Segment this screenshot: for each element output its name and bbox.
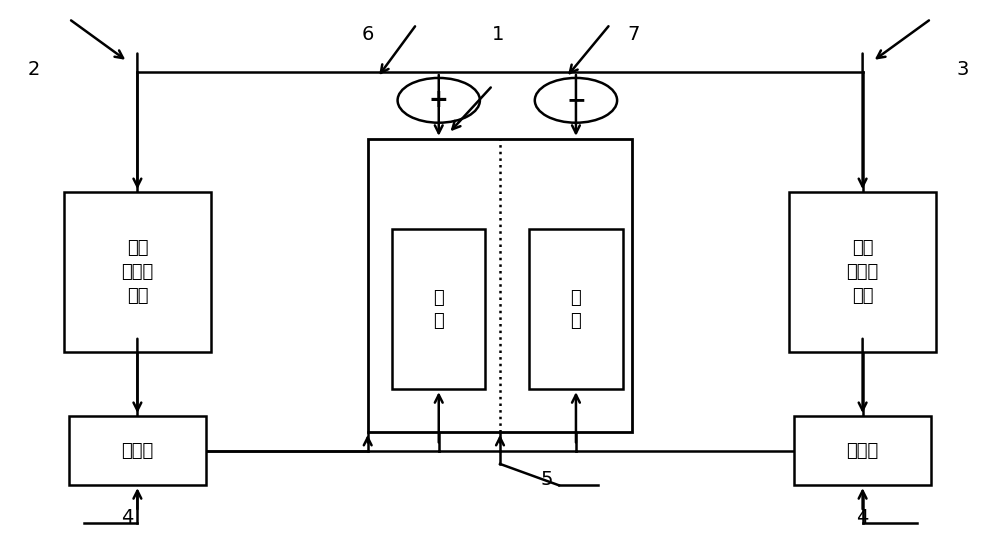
Text: 5: 5 [541, 471, 553, 490]
Text: 负
极: 负 极 [571, 288, 581, 330]
Text: 正极
电解液
储罐: 正极 电解液 储罐 [121, 239, 154, 305]
Text: 循环泵: 循环泵 [121, 442, 154, 460]
Text: 2: 2 [27, 60, 40, 79]
Text: 7: 7 [627, 25, 639, 44]
FancyBboxPatch shape [368, 139, 632, 432]
Text: 4: 4 [121, 508, 134, 527]
Text: 4: 4 [856, 508, 869, 527]
FancyBboxPatch shape [392, 230, 485, 390]
Text: 循环泵: 循环泵 [846, 442, 879, 460]
Text: 1: 1 [492, 25, 504, 44]
Text: 负极
电解液
储罐: 负极 电解液 储罐 [846, 239, 879, 305]
Text: +: + [429, 88, 449, 112]
Text: 3: 3 [956, 60, 969, 79]
FancyBboxPatch shape [69, 416, 206, 485]
Text: −: − [566, 88, 586, 112]
FancyBboxPatch shape [789, 192, 936, 352]
Text: 6: 6 [362, 25, 374, 44]
FancyBboxPatch shape [64, 192, 211, 352]
Text: 正
极: 正 极 [433, 288, 444, 330]
FancyBboxPatch shape [529, 230, 622, 390]
FancyBboxPatch shape [794, 416, 931, 485]
